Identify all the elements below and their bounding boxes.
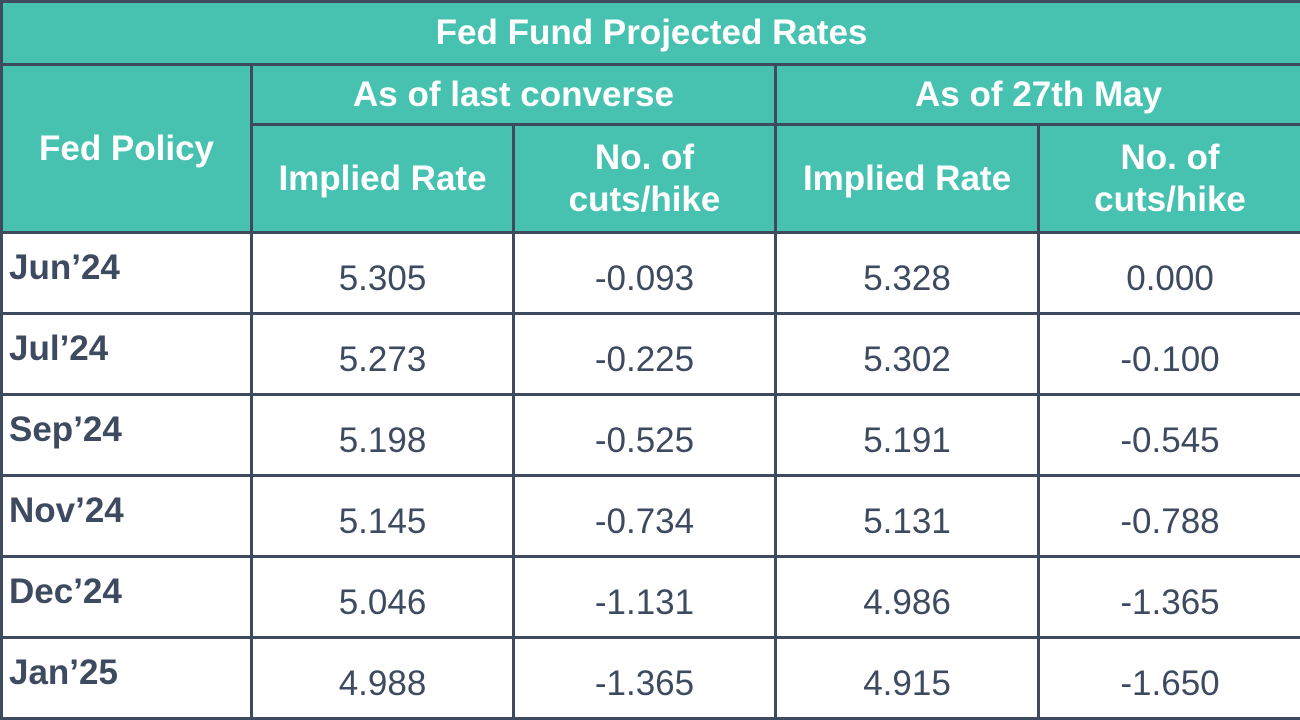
row-label: Jun’24 [2,233,252,314]
row-label: Dec’24 [2,557,252,638]
cell-implied-rate-last: 4.988 [252,638,514,719]
cell-cuts-last: -0.093 [514,233,776,314]
cell-implied-rate-last: 5.198 [252,395,514,476]
cell-implied-rate-may: 5.328 [776,233,1039,314]
row-header-fed-policy: Fed Policy [2,65,252,233]
cell-cuts-may: 0.000 [1039,233,1300,314]
column-header-cuts-may: No. of cuts/hike [1039,125,1300,233]
row-label: Nov’24 [2,476,252,557]
table-row: Dec’24 5.046 -1.131 4.986 -1.365 [2,557,1300,638]
cell-cuts-may: -0.100 [1039,314,1300,395]
cell-cuts-may: -1.365 [1039,557,1300,638]
cell-implied-rate-last: 5.046 [252,557,514,638]
cell-implied-rate-may: 4.915 [776,638,1039,719]
table-row: Jul’24 5.273 -0.225 5.302 -0.100 [2,314,1300,395]
row-label: Sep’24 [2,395,252,476]
table-row: Nov’24 5.145 -0.734 5.131 -0.788 [2,476,1300,557]
row-label: Jul’24 [2,314,252,395]
cell-cuts-last: -0.225 [514,314,776,395]
cell-cuts-last: -1.365 [514,638,776,719]
group-header-last-converse: As of last converse [252,65,776,125]
cell-cuts-last: -0.734 [514,476,776,557]
cell-implied-rate-last: 5.305 [252,233,514,314]
cell-cuts-may: -1.650 [1039,638,1300,719]
cell-implied-rate-may: 4.986 [776,557,1039,638]
cell-cuts-may: -0.545 [1039,395,1300,476]
table-row: Sep’24 5.198 -0.525 5.191 -0.545 [2,395,1300,476]
cell-implied-rate-may: 5.191 [776,395,1039,476]
row-label: Jan’25 [2,638,252,719]
group-header-27th-may: As of 27th May [776,65,1300,125]
cell-implied-rate-last: 5.145 [252,476,514,557]
table-row: Jun’24 5.305 -0.093 5.328 0.000 [2,233,1300,314]
cell-implied-rate-may: 5.302 [776,314,1039,395]
column-header-cuts-last: No. of cuts/hike [514,125,776,233]
table-title: Fed Fund Projected Rates [2,2,1300,65]
column-header-implied-rate-last: Implied Rate [252,125,514,233]
column-header-implied-rate-may: Implied Rate [776,125,1039,233]
cell-cuts-last: -1.131 [514,557,776,638]
cell-cuts-may: -0.788 [1039,476,1300,557]
cell-implied-rate-may: 5.131 [776,476,1039,557]
table-row: Jan’25 4.988 -1.365 4.915 -1.650 [2,638,1300,719]
cell-implied-rate-last: 5.273 [252,314,514,395]
cell-cuts-last: -0.525 [514,395,776,476]
